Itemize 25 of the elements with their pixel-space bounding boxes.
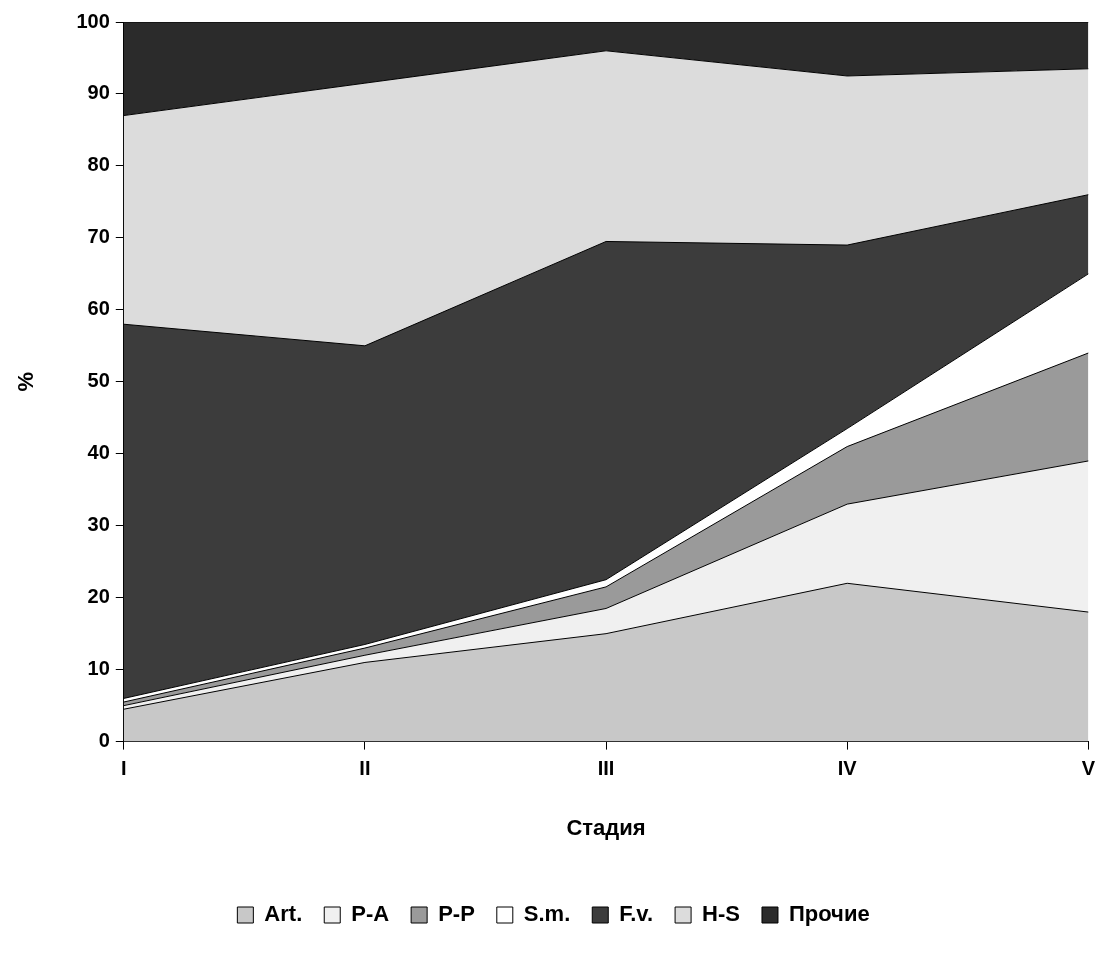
- y-tick-label: 60: [87, 297, 110, 320]
- legend-label: P-P: [438, 901, 475, 927]
- y-tick-label: 40: [87, 441, 110, 464]
- y-tick-label: 10: [87, 657, 110, 680]
- x-axis-title: Стадия: [566, 814, 646, 840]
- x-tick-label: V: [1081, 757, 1096, 780]
- y-tick-label: 100: [76, 9, 110, 32]
- y-tick-label: 0: [98, 729, 110, 752]
- y-tick-label: 30: [87, 513, 110, 536]
- legend-label: H-S: [702, 901, 740, 927]
- x-tick-label: I: [120, 757, 127, 780]
- x-tick-label: III: [597, 757, 615, 780]
- y-tick-label: 70: [87, 225, 110, 248]
- y-axis-title: %: [13, 372, 39, 392]
- legend-label: Прочие: [788, 901, 870, 927]
- y-tick-label: 90: [87, 81, 110, 104]
- legend-label: S.m.: [523, 901, 571, 927]
- legend-label: Art.: [264, 901, 303, 927]
- y-tick-label: 80: [87, 153, 110, 176]
- y-tick-label: 20: [87, 585, 110, 608]
- x-tick-label: II: [359, 757, 371, 780]
- x-tick-label: IV: [837, 757, 858, 780]
- legend-label: F.v.: [619, 901, 654, 927]
- legend-label: P-A: [351, 901, 390, 927]
- y-tick-label: 50: [87, 369, 110, 392]
